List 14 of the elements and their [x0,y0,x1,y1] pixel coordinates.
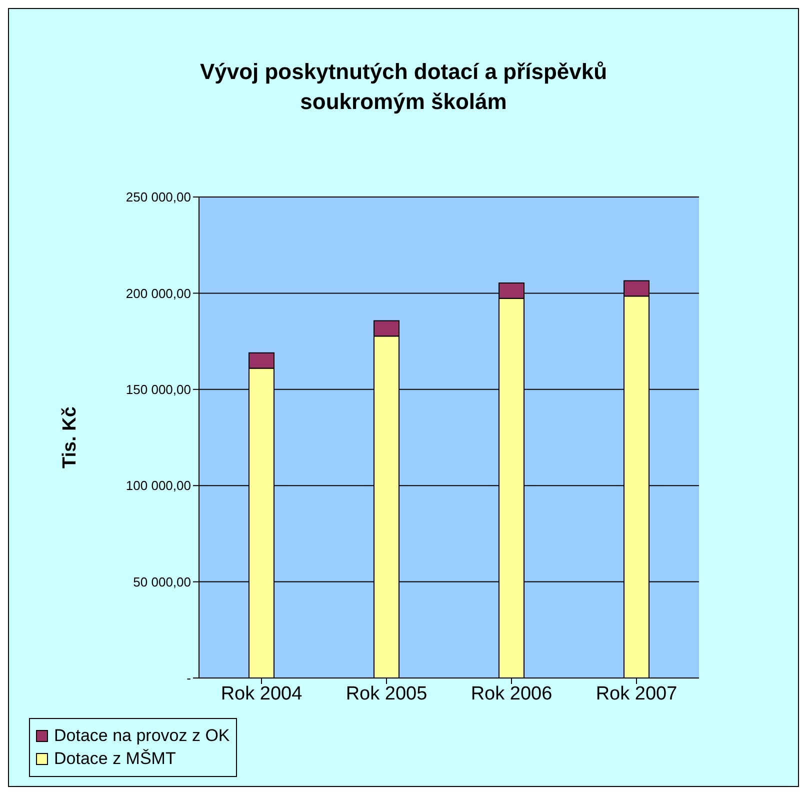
y-axis-title: Tis. Kč [60,406,81,468]
y-tick-label: 200 000,00 [126,286,191,301]
y-tick-label: 100 000,00 [126,478,191,494]
legend-label: Dotace z MŠMT [54,749,176,769]
y-tick-label: - [186,670,191,686]
chart-title: Vývoj poskytnutých dotací a příspěvků soukromým školám [198,58,608,116]
legend-label: Dotace na provoz z OK [54,726,230,746]
x-tick-label: Rok 2007 [596,683,678,704]
y-tick-label: 50 000,00 [133,574,191,590]
x-tick-label: Rok 2006 [470,683,552,704]
y-tick-label: 250 000,00 [126,190,191,205]
x-tick-label: Rok 2005 [346,683,428,704]
x-tick-label: Rok 2004 [220,683,303,704]
y-tick-label: 150 000,00 [126,382,191,398]
